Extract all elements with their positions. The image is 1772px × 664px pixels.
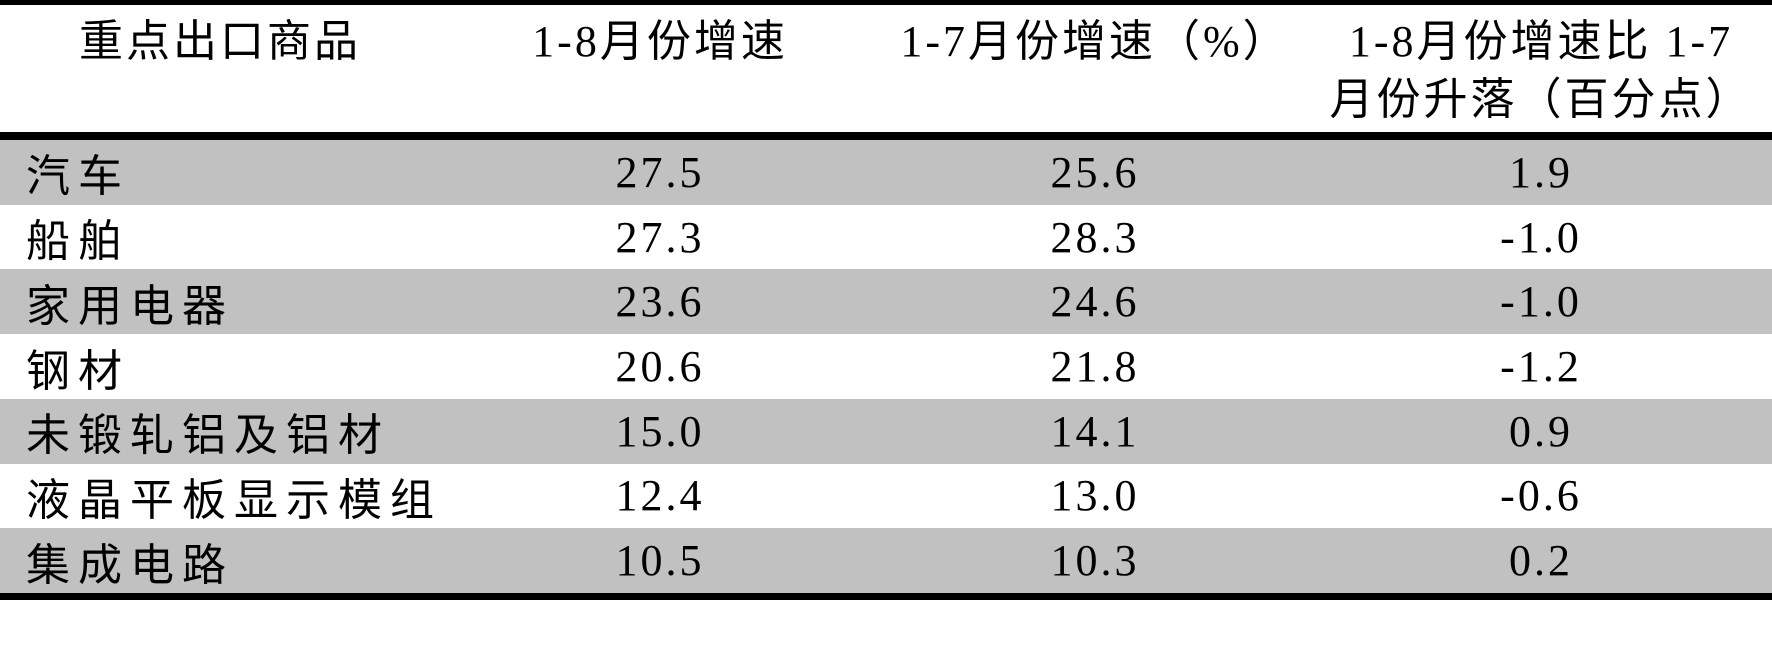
commodity-name-cell: 汽车 xyxy=(26,152,130,202)
aug-growth-cell: 27.3 xyxy=(615,212,705,262)
header-separator-rule xyxy=(0,132,1772,140)
table-row-ships: 船舶 27.3 28.3 -1.0 xyxy=(0,204,1772,270)
aug-growth-cell: 12.4 xyxy=(615,471,705,521)
change-cell: -1.0 xyxy=(1500,212,1582,262)
table-row-lcd-modules: 液晶平板显示模组 12.4 13.0 -0.6 xyxy=(0,463,1772,529)
aug-growth-cell: 23.6 xyxy=(615,277,705,327)
change-cell: -1.2 xyxy=(1500,342,1582,392)
table-bottom-rule xyxy=(0,593,1772,600)
aug-growth-cell: 27.5 xyxy=(615,147,705,197)
aug-growth-cell: 20.6 xyxy=(615,342,705,392)
commodity-name-cell: 钢材 xyxy=(26,346,130,396)
table-row-integrated-circuits: 集成电路 10.5 10.3 0.2 xyxy=(0,528,1772,594)
jul-growth-cell: 14.1 xyxy=(1050,406,1140,456)
table-row-autos: 汽车 27.5 25.6 1.9 xyxy=(0,140,1772,205)
change-cell: 0.2 xyxy=(1509,536,1573,586)
jul-growth-cell: 13.0 xyxy=(1050,471,1140,521)
change-cell: -0.6 xyxy=(1500,471,1582,521)
bottom-whitespace xyxy=(0,600,1772,664)
col-header-change-line1: 1-8月份增速比 1-7 xyxy=(1348,17,1734,66)
commodity-name-cell: 集成电路 xyxy=(26,540,234,590)
col-header-change-line2: 月份升落（百分点） xyxy=(1329,75,1753,124)
table-row-aluminum: 未锻轧铝及铝材 15.0 14.1 0.9 xyxy=(0,398,1772,464)
change-cell: 1.9 xyxy=(1509,147,1573,197)
commodity-name-cell: 船舶 xyxy=(26,217,130,267)
change-cell: 0.9 xyxy=(1509,406,1573,456)
jul-growth-cell: 24.6 xyxy=(1050,277,1140,327)
jul-growth-cell: 10.3 xyxy=(1050,536,1140,586)
jul-growth-cell: 28.3 xyxy=(1050,212,1140,262)
table-header-row: 重点出口商品 1-8月份增速 1-7月份增速（%） 1-8月份增速比 1-7 月… xyxy=(0,5,1772,132)
col-header-change: 1-8月份增速比 1-7 月份升落（百分点） xyxy=(1310,5,1772,132)
col-header-jul-growth: 1-7月份增速（%） xyxy=(900,17,1290,66)
aug-growth-cell: 10.5 xyxy=(615,536,705,586)
commodity-name-cell: 家用电器 xyxy=(26,281,234,331)
aug-growth-cell: 15.0 xyxy=(615,406,705,456)
table-top-rule xyxy=(0,0,1772,5)
table-row-steel: 钢材 20.6 21.8 -1.2 xyxy=(0,334,1772,399)
jul-growth-cell: 21.8 xyxy=(1050,342,1140,392)
col-header-aug-growth: 1-8月份增速 xyxy=(532,17,788,66)
change-cell: -1.0 xyxy=(1500,277,1582,327)
commodity-name-cell: 液晶平板显示模组 xyxy=(26,475,442,525)
table-row-appliances: 家用电器 23.6 24.6 -1.0 xyxy=(0,269,1772,335)
commodity-name-cell: 未锻轧铝及铝材 xyxy=(26,411,390,461)
col-header-commodity: 重点出口商品 xyxy=(79,17,361,66)
jul-growth-cell: 25.6 xyxy=(1050,147,1140,197)
table-body: 汽车 27.5 25.6 1.9 船舶 27.3 28.3 -1.0 家用电器 … xyxy=(0,140,1772,594)
